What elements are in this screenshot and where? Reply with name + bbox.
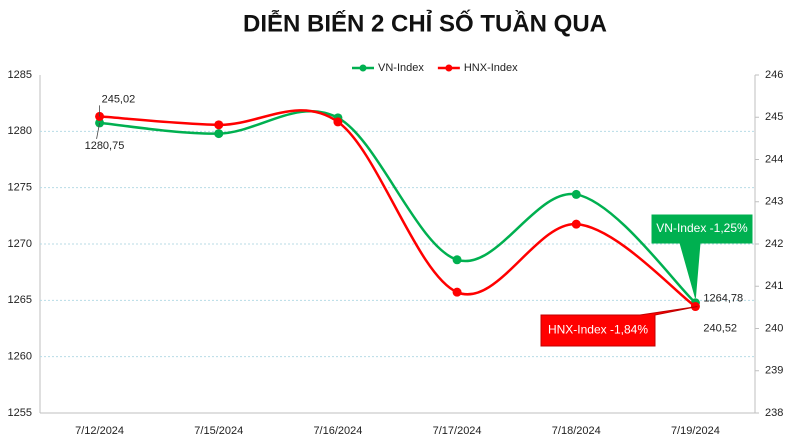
data-point (571, 189, 581, 199)
data-point (452, 255, 462, 265)
chart-title: DIỄN BIẾN 2 CHỈ SỐ TUẦN QUA (243, 8, 607, 37)
callout-text: VN-Index -1,25% (656, 221, 748, 235)
x-tick-label: 7/19/2024 (671, 425, 720, 437)
x-tick-label: 7/15/2024 (194, 425, 243, 437)
data-label: 1280,75 (85, 140, 125, 152)
y-tick-label: 1260 (8, 351, 32, 363)
data-point (333, 117, 343, 127)
callout-box (651, 214, 753, 298)
y-tick-label: 1255 (8, 407, 32, 419)
callout-box (540, 306, 698, 347)
data-point (452, 287, 462, 297)
data-point (214, 129, 224, 139)
data-point (214, 120, 224, 130)
data-label: 245,02 (102, 93, 136, 105)
y2-tick-label: 245 (765, 111, 783, 123)
data-point (571, 219, 581, 229)
label-leader (96, 122, 100, 139)
y2-tick-label: 239 (765, 365, 783, 377)
data-label: 1264,78 (703, 293, 743, 305)
y2-tick-label: 246 (765, 69, 783, 81)
data-label: 240,52 (703, 322, 737, 334)
legend-label: HNX-Index (464, 62, 518, 74)
y-tick-label: 1280 (8, 125, 32, 137)
y2-tick-label: 244 (765, 153, 783, 165)
x-tick-label: 7/17/2024 (433, 425, 482, 437)
y2-tick-label: 241 (765, 280, 783, 292)
x-tick-label: 7/12/2024 (75, 425, 124, 437)
y-tick-label: 1275 (8, 182, 32, 194)
y2-tick-label: 243 (765, 196, 783, 208)
x-tick-label: 7/18/2024 (552, 425, 601, 437)
callout-text: HNX-Index -1,84% (548, 323, 648, 337)
y-tick-label: 1285 (8, 69, 32, 81)
y-tick-label: 1265 (8, 294, 32, 306)
legend-label: VN-Index (378, 62, 424, 74)
y2-tick-label: 238 (765, 407, 783, 419)
legend-marker (445, 64, 453, 72)
y2-tick-label: 242 (765, 238, 783, 250)
legend-marker (359, 64, 367, 72)
series-line (99, 110, 697, 304)
y-tick-label: 1270 (8, 238, 32, 250)
y2-tick-label: 240 (765, 322, 783, 334)
x-tick-label: 7/16/2024 (313, 425, 362, 437)
